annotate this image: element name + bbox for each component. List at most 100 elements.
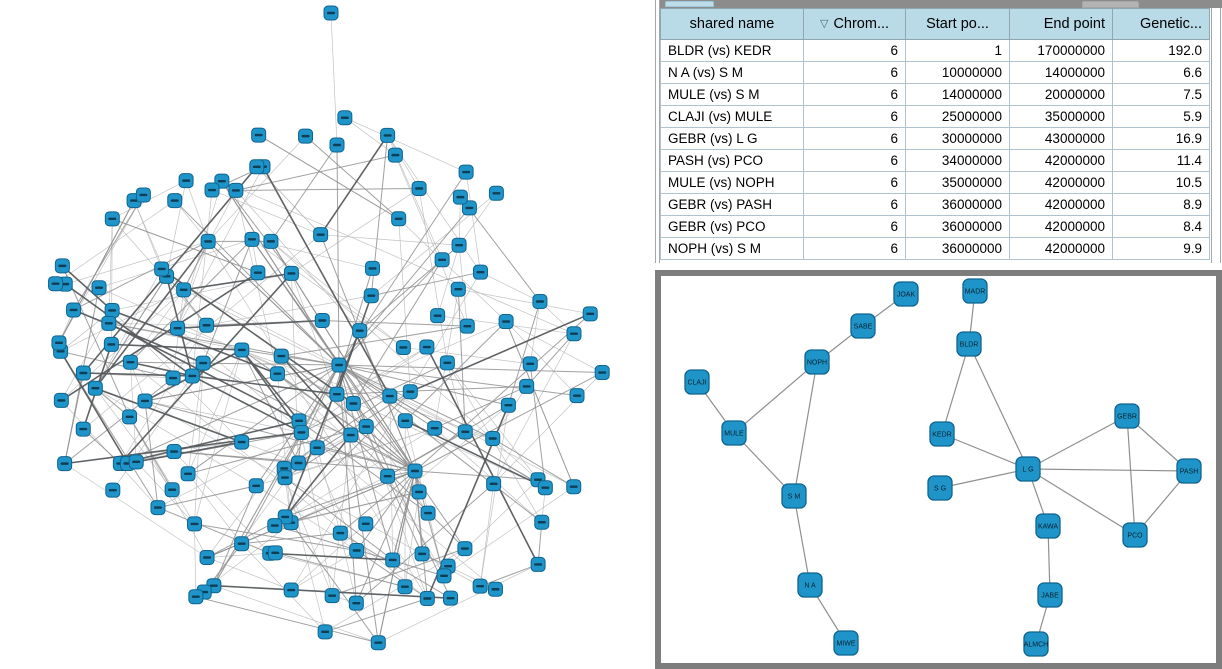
network-node[interactable]	[332, 525, 348, 541]
network-node-jabe[interactable]: JABE	[1037, 582, 1063, 608]
network-node-mule[interactable]: MULE	[721, 420, 747, 446]
network-node[interactable]	[537, 480, 553, 496]
network-node[interactable]	[323, 5, 339, 21]
network-node[interactable]	[277, 470, 293, 486]
table-row[interactable]: NOPH (vs) S M 6 36000000 42000000 9.9	[660, 237, 1210, 260]
network-node[interactable]	[314, 312, 330, 328]
network-node[interactable]	[51, 335, 67, 351]
table-row[interactable]: CLAJI (vs) MULE 6 25000000 35000000 5.9	[660, 105, 1210, 128]
network-node[interactable]	[135, 187, 151, 203]
network-node[interactable]	[313, 227, 329, 243]
network-node[interactable]	[317, 624, 333, 640]
column-header-chrom[interactable]: ▽ Chrom...	[803, 8, 906, 40]
network-node[interactable]	[199, 317, 215, 333]
network-node[interactable]	[195, 355, 211, 371]
network-node-s-g[interactable]: S G	[927, 475, 953, 501]
network-node[interactable]	[298, 128, 314, 144]
network-node[interactable]	[167, 193, 183, 209]
network-node[interactable]	[434, 252, 450, 268]
table-row[interactable]: GEBR (vs) PCO 6 36000000 42000000 8.4	[660, 215, 1210, 238]
overview-network-canvas[interactable]	[0, 0, 655, 669]
network-node[interactable]	[457, 424, 473, 440]
network-node[interactable]	[407, 463, 423, 479]
network-node[interactable]	[178, 173, 194, 189]
network-node[interactable]	[358, 419, 374, 435]
network-node[interactable]	[486, 476, 502, 492]
network-node-bldr[interactable]: BLDR	[956, 331, 982, 357]
network-node[interactable]	[244, 231, 260, 247]
network-node[interactable]	[87, 380, 103, 396]
network-node[interactable]	[48, 276, 64, 292]
network-node[interactable]	[472, 578, 488, 594]
network-node-almch[interactable]: ALMCH	[1023, 631, 1049, 657]
network-node[interactable]	[566, 326, 582, 342]
network-node-gebr[interactable]: GEBR	[1114, 403, 1140, 429]
network-node[interactable]	[250, 265, 266, 281]
network-node[interactable]	[331, 357, 347, 373]
column-header-start-po[interactable]: Start po...	[905, 8, 1010, 40]
network-node[interactable]	[488, 185, 504, 201]
network-node-madr[interactable]: MADR	[962, 278, 988, 304]
column-header-genetic[interactable]: Genetic...	[1112, 8, 1210, 40]
network-node[interactable]	[594, 365, 610, 381]
network-node[interactable]	[180, 466, 196, 482]
network-node[interactable]	[363, 288, 379, 304]
network-node[interactable]	[263, 233, 279, 249]
network-node[interactable]	[101, 315, 117, 331]
network-node[interactable]	[358, 516, 374, 532]
network-node[interactable]	[184, 368, 200, 384]
network-node[interactable]	[234, 434, 250, 450]
network-node[interactable]	[420, 505, 436, 521]
network-node[interactable]	[228, 182, 244, 198]
network-node[interactable]	[487, 581, 503, 597]
network-node-kawa[interactable]: KAWA	[1035, 513, 1061, 539]
network-node[interactable]	[267, 518, 283, 534]
network-node[interactable]	[103, 336, 119, 352]
network-node[interactable]	[458, 164, 474, 180]
network-node[interactable]	[450, 281, 466, 297]
detail-network-canvas[interactable]: JOAK MADR SABE BLDR NOPH CLAJI MULE KEDR GEBR L G…	[655, 270, 1222, 669]
network-node[interactable]	[532, 294, 548, 310]
network-node[interactable]	[430, 308, 446, 324]
network-node[interactable]	[104, 302, 120, 318]
network-node[interactable]	[411, 181, 427, 197]
network-node[interactable]	[249, 159, 265, 175]
network-node[interactable]	[154, 261, 170, 277]
network-node[interactable]	[343, 427, 359, 443]
network-node[interactable]	[164, 482, 180, 498]
table-row[interactable]: MULE (vs) NOPH 6 35000000 42000000 10.5	[660, 171, 1210, 194]
network-node[interactable]	[234, 342, 250, 358]
network-node[interactable]	[54, 258, 70, 274]
network-node[interactable]	[498, 314, 514, 330]
network-node[interactable]	[485, 431, 501, 447]
network-node[interactable]	[436, 568, 452, 584]
network-node[interactable]	[176, 282, 192, 298]
network-node[interactable]	[337, 110, 353, 126]
network-node[interactable]	[348, 595, 364, 611]
network-node[interactable]	[530, 556, 546, 572]
network-node[interactable]	[439, 355, 455, 371]
column-header-shared-name[interactable]: shared name	[660, 8, 804, 40]
network-node[interactable]	[472, 264, 488, 280]
network-node[interactable]	[291, 413, 307, 429]
network-node[interactable]	[66, 302, 82, 318]
network-node[interactable]	[329, 386, 345, 402]
network-node[interactable]	[365, 260, 381, 276]
network-node[interactable]	[267, 545, 283, 561]
network-node-miwe[interactable]: MIWE	[833, 630, 859, 656]
network-node[interactable]	[105, 482, 121, 498]
network-node[interactable]	[380, 127, 396, 143]
network-node[interactable]	[104, 211, 120, 227]
network-node[interactable]	[582, 306, 598, 322]
network-node[interactable]	[165, 370, 181, 386]
table-row[interactable]: GEBR (vs) PASH 6 36000000 42000000 8.9	[660, 193, 1210, 216]
column-header-end-point[interactable]: End point	[1009, 8, 1113, 40]
network-node[interactable]	[345, 395, 361, 411]
network-node[interactable]	[170, 320, 186, 336]
network-node[interactable]	[273, 348, 289, 364]
table-row[interactable]: N A (vs) S M 6 10000000 14000000 6.6	[660, 61, 1210, 84]
network-node[interactable]	[566, 479, 582, 495]
network-node[interactable]	[75, 421, 91, 437]
network-node[interactable]	[451, 237, 467, 253]
table-scrollbar-track[interactable]	[1211, 8, 1221, 263]
